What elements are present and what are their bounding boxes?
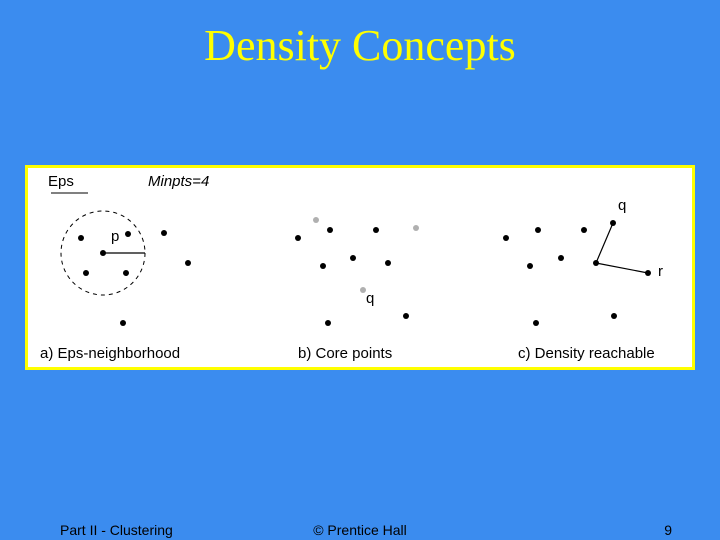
svg-text:p: p	[111, 228, 119, 245]
footer-left: Part II - Clustering	[60, 522, 173, 538]
density-diagram: Eps Minpts=4 p q q r a) Eps-neighborhood b) Cor…	[25, 165, 695, 370]
svg-text:q: q	[366, 290, 374, 307]
svg-text:q: q	[618, 197, 626, 214]
slide-title: Density Concepts	[0, 0, 720, 71]
svg-text:a) Eps-neighborhood: a) Eps-neighborhood	[40, 345, 180, 362]
footer-right: 9	[664, 522, 672, 538]
svg-text:Eps: Eps	[48, 173, 74, 190]
footer-center: © Prentice Hall	[313, 522, 407, 538]
svg-text:c) Density reachable: c) Density reachable	[518, 345, 655, 362]
svg-text:b) Core points: b) Core points	[298, 345, 392, 362]
svg-text:r: r	[658, 263, 663, 280]
svg-text:Minpts=4: Minpts=4	[148, 173, 209, 190]
diagram-svg: Eps Minpts=4 p q q r a) Eps-neighborhood b) Cor…	[28, 168, 698, 373]
